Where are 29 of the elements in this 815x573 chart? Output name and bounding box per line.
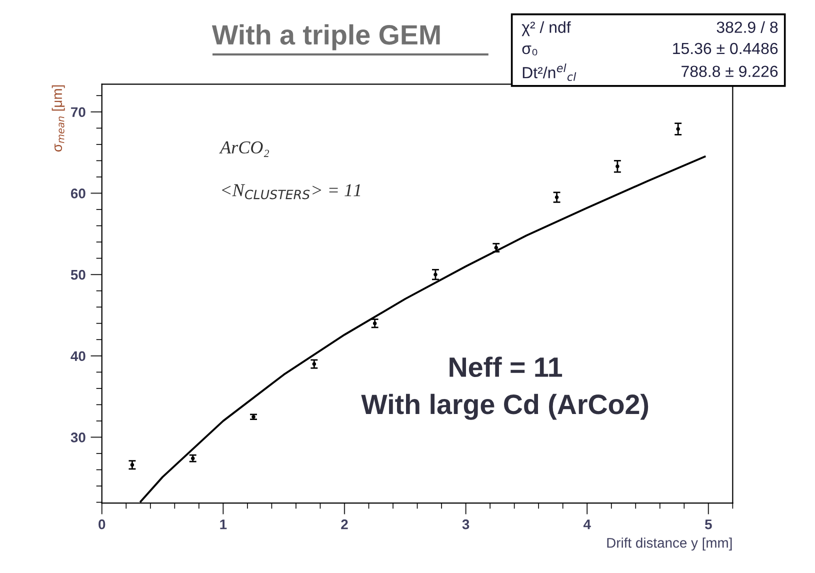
x-tick-label: 5 — [704, 520, 712, 530]
x-axis-title: Drift distance y [mm] — [607, 538, 732, 551]
y-axis-title: σ$_{mean}$ [μm] — [52, 85, 65, 152]
y-tick-label: 40 — [70, 351, 86, 362]
annotation: <N$_{CLUSTERS}$> = 11 — [222, 184, 360, 200]
point — [554, 195, 559, 200]
text: χ² / ndf — [522, 21, 571, 36]
chart-title: With a triple GEM — [212, 24, 440, 50]
text: 15.36 ± 0.4486 — [673, 42, 778, 54]
annotation: Neff = 11 — [450, 356, 562, 378]
y-tick-label: 50 — [70, 270, 86, 280]
x-tick-label: 4 — [583, 520, 591, 530]
y-tick-label: 30 — [70, 432, 86, 442]
x-tick-label: 1 — [220, 520, 227, 530]
annotation: ArCO₂ — [219, 141, 270, 157]
annotation: With large Cd (ArCo2) — [361, 394, 648, 420]
x-tick-label: 2 — [341, 519, 348, 530]
x-tick-label: 0 — [98, 519, 106, 530]
point — [676, 127, 680, 131]
y-tick-label: 60 — [70, 188, 86, 198]
text: 382.9 / 8 — [716, 21, 778, 33]
x-tick-label: 3 — [462, 519, 470, 530]
text: Dt²/n$^{el}$$_{cl}$ — [522, 64, 576, 81]
y-tick-label: 70 — [71, 107, 86, 118]
text: σ₀ — [522, 46, 538, 56]
point — [434, 272, 438, 276]
text: 788.8 ± 9.226 — [682, 66, 778, 78]
point — [312, 362, 316, 366]
point — [616, 164, 620, 168]
